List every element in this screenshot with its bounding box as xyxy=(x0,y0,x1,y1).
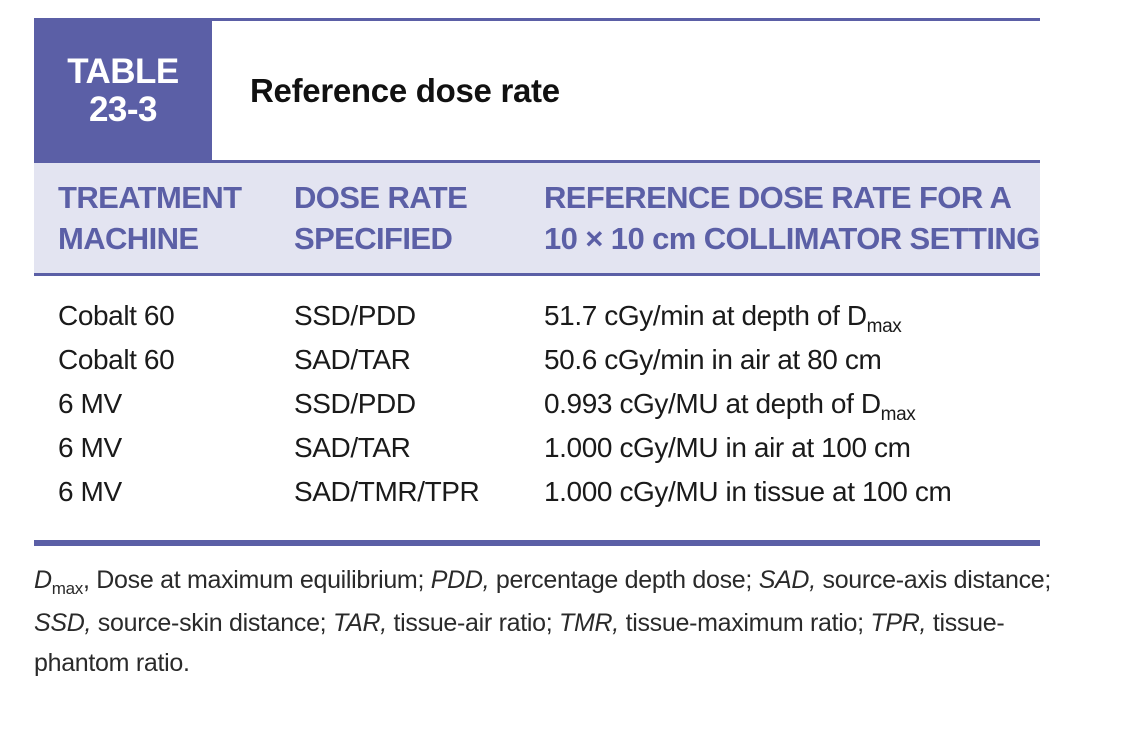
footnote-def-tmr: tissue-maximum ratio; xyxy=(618,609,871,637)
cell-specified: SAD/TMR/TPR xyxy=(294,476,480,507)
footnote-term-tar: TAR, xyxy=(332,609,387,637)
footnote-def-sad: source-axis distance; xyxy=(815,566,1052,594)
footnote-term-sad: SAD, xyxy=(758,566,816,594)
table-row: Cobalt 60 SSD/PDD 51.7 cGy/min at depth … xyxy=(34,294,1040,338)
table-body: Cobalt 60 SSD/PDD 51.7 cGy/min at depth … xyxy=(34,276,1040,540)
footnote-term-dmax: D xyxy=(34,566,52,594)
table-number: 23-3 xyxy=(88,89,158,129)
cell-machine: Cobalt 60 xyxy=(58,344,175,375)
footnote-def-dmax: , Dose at maximum equilibrium; xyxy=(82,566,431,594)
footnote-term-ssd: SSD, xyxy=(34,609,92,637)
cell-reference-subscript: max xyxy=(866,316,902,337)
footnote-term-tmr: TMR, xyxy=(559,609,619,637)
top-rule xyxy=(34,18,1040,21)
table-header-row: TREATMENT MACHINE DOSE RATE SPECIFIED RE… xyxy=(34,163,1040,276)
cell-specified: SSD/PDD xyxy=(294,388,416,419)
cell-specified: SAD/TAR xyxy=(294,344,411,375)
cell-reference-text: 0.993 cGy/MU at depth of D xyxy=(544,388,881,419)
table-number-badge: TABLE 23-3 xyxy=(34,21,212,160)
bottom-rule xyxy=(34,540,1040,546)
cell-machine: 6 MV xyxy=(58,432,122,463)
cell-reference: 1.000 cGy/MU in tissue at 100 cm xyxy=(526,476,1040,508)
table-row: 6 MV SAD/TMR/TPR 1.000 cGy/MU in tissue … xyxy=(34,470,1040,514)
reference-dose-rate-table: TABLE 23-3 Reference dose rate TREATMENT… xyxy=(34,18,1040,546)
footnote-def-tpr: tissue-phantom ratio. xyxy=(34,609,1005,677)
cell-specified: SAD/TAR xyxy=(294,432,411,463)
header-dose-rate-specified: DOSE RATE SPECIFIED xyxy=(294,180,468,256)
table-title-row: TABLE 23-3 Reference dose rate xyxy=(34,21,1040,163)
table-row: 6 MV SSD/PDD 0.993 cGy/MU at depth of Dm… xyxy=(34,382,1040,426)
table-row: Cobalt 60 SAD/TAR 50.6 cGy/min in air at… xyxy=(34,338,1040,382)
cell-reference-text: 50.6 cGy/min in air at 80 cm xyxy=(544,344,882,375)
table-title: Reference dose rate xyxy=(250,71,560,109)
cell-machine: 6 MV xyxy=(58,388,122,419)
header-reference-dose-rate: REFERENCE DOSE RATE FOR A 10 × 10 cm COL… xyxy=(544,180,1040,256)
cell-reference-text: 51.7 cGy/min at depth of D xyxy=(544,300,867,331)
table-label: TABLE xyxy=(67,51,179,91)
table-footnote: Dmax, Dose at maximum equilibrium; PDD, … xyxy=(34,560,1094,683)
table-row: 6 MV SAD/TAR 1.000 cGy/MU in air at 100 … xyxy=(34,426,1040,470)
footnote-term-pdd: PDD, xyxy=(430,566,490,594)
footnote-def-pdd: percentage depth dose; xyxy=(489,566,759,594)
cell-reference: 0.993 cGy/MU at depth of Dmax xyxy=(526,388,1040,425)
cell-reference-text: 1.000 cGy/MU in tissue at 100 cm xyxy=(544,476,952,507)
cell-reference: 51.7 cGy/min at depth of Dmax xyxy=(526,300,1040,337)
cell-reference-subscript: max xyxy=(880,404,916,425)
cell-specified: SSD/PDD xyxy=(294,300,416,331)
footnote-term-dmax-subscript: max xyxy=(51,579,84,598)
footnote-term-tpr: TPR, xyxy=(870,609,927,637)
cell-machine: 6 MV xyxy=(58,476,122,507)
cell-reference: 1.000 cGy/MU in air at 100 cm xyxy=(526,432,1040,464)
cell-reference: 50.6 cGy/min in air at 80 cm xyxy=(526,344,1040,376)
footnote-def-ssd: source-skin distance; xyxy=(91,609,333,637)
footnote-def-tar: tissue-air ratio; xyxy=(386,609,560,637)
cell-reference-text: 1.000 cGy/MU in air at 100 cm xyxy=(544,432,911,463)
cell-machine: Cobalt 60 xyxy=(58,300,175,331)
header-treatment-machine: TREATMENT MACHINE xyxy=(58,180,242,256)
